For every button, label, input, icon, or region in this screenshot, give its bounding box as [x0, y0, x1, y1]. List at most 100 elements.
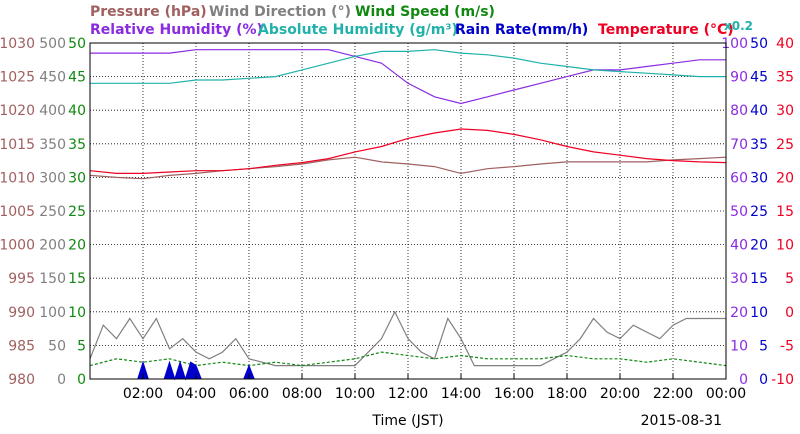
temperature-tick-label: -10	[771, 372, 794, 388]
x-tick-label: 00:00	[706, 386, 746, 402]
wind_dir-tick-label: 50	[48, 338, 66, 354]
legend-item: Temperature (°C)	[598, 22, 734, 38]
temperature-tick-label: 5	[785, 271, 794, 287]
humidity-tick-label: 80	[730, 103, 748, 119]
rain-tick-label: 20	[750, 238, 768, 254]
legend-item: Rain Rate(mm/h)	[455, 22, 588, 38]
rain-tick-label: 50	[750, 36, 768, 52]
x-tick-label: 02:00	[123, 386, 163, 402]
pressure-tick-label: 1000	[0, 238, 35, 254]
humidity-tick-label: 90	[730, 70, 748, 86]
humidity-tick-label: 40	[730, 238, 748, 254]
grid	[90, 43, 726, 379]
wind_dir-tick-label: 0	[57, 372, 66, 388]
temperature-tick-label: 40	[776, 36, 794, 52]
rain-tick-label: 35	[750, 137, 768, 153]
rain-tick-label: 15	[750, 271, 768, 287]
temperature-tick-label: 25	[776, 137, 794, 153]
x-tick-label: 06:00	[229, 386, 269, 402]
wind_speed-tick-label: 40	[68, 103, 86, 119]
legend-item: Wind Direction (°)	[209, 4, 351, 20]
series-wind-speed-m-s	[89, 351, 727, 367]
wind_dir-tick-label: 300	[39, 170, 66, 186]
series-pressure-hpa	[89, 156, 727, 180]
x-tick-label: 22:00	[653, 386, 693, 402]
wind_dir-tick-label: 350	[39, 137, 66, 153]
humidity-tick-label: 50	[730, 204, 748, 220]
rain-tick-label: 25	[750, 204, 768, 220]
temperature-tick-label: 0	[785, 305, 794, 321]
pressure-tick-label: 1005	[0, 204, 35, 220]
temperature-tick-label: 10	[776, 238, 794, 254]
x-tick-label: 20:00	[600, 386, 640, 402]
wind_speed-tick-label: 45	[68, 70, 86, 86]
humidity-tick-label: 70	[730, 137, 748, 153]
series-absolute-humidity-g-m-x0-2	[90, 49, 726, 84]
pressure-tick-label: 1015	[0, 137, 35, 153]
pressure-tick-label: 980	[8, 372, 35, 388]
series-wind-direction	[89, 310, 726, 367]
x-tick-label: 16:00	[494, 386, 534, 402]
temperature-tick-label: 35	[776, 70, 794, 86]
series-temperature-c	[89, 128, 727, 174]
wind_dir-tick-label: 200	[39, 238, 66, 254]
temperature-tick-label: 30	[776, 103, 794, 119]
wind_speed-tick-label: 30	[68, 170, 86, 186]
humidity-tick-label: 10	[730, 338, 748, 354]
rain-tick-label: 5	[759, 338, 768, 354]
left-axes: 1030102510201015101010051000995990985980…	[0, 36, 86, 388]
wind_speed-tick-label: 10	[68, 305, 86, 321]
legend-item-scale: x0.2	[724, 19, 753, 33]
rain-tick-label: 40	[750, 103, 768, 119]
x-tick-label: 04:00	[176, 386, 216, 402]
pressure-tick-label: 990	[8, 305, 35, 321]
x-tick-label: 08:00	[282, 386, 322, 402]
x-axis: 02:00 04:00 06:00 08:00 10:00 12:00 14:00 16:00…	[123, 374, 746, 402]
legend: Pressure (hPa) Wind Direction (°) Wind Spe…	[90, 4, 753, 38]
wind_speed-tick-label: 50	[68, 36, 86, 52]
pressure-tick-label: 1025	[0, 70, 35, 86]
wind_dir-tick-label: 400	[39, 103, 66, 119]
temperature-tick-label: 20	[776, 170, 794, 186]
pressure-tick-label: 1020	[0, 103, 35, 119]
humidity-tick-label: 20	[730, 305, 748, 321]
wind_speed-tick-label: 25	[68, 204, 86, 220]
x-tick-label: 12:00	[388, 386, 428, 402]
rain-tick-label: 0	[759, 372, 768, 388]
wind_dir-tick-label: 150	[39, 271, 66, 287]
humidity-tick-label: 100	[721, 36, 748, 52]
pressure-tick-label: 1030	[0, 36, 35, 52]
pressure-tick-label: 985	[8, 338, 35, 354]
x-tick-label: 10:00	[335, 386, 375, 402]
wind_speed-tick-label: 20	[68, 238, 86, 254]
pressure-tick-label: 1010	[0, 170, 35, 186]
wind_dir-tick-label: 250	[39, 204, 66, 220]
humidity-tick-label: 30	[730, 271, 748, 287]
wind_speed-tick-label: 35	[68, 137, 86, 153]
wind_dir-tick-label: 450	[39, 70, 66, 86]
wind_speed-tick-label: 5	[77, 338, 86, 354]
wind_speed-tick-label: 15	[68, 271, 86, 287]
x-tick-label: 14:00	[441, 386, 481, 402]
series-relative-humidity	[90, 49, 726, 105]
pressure-tick-label: 995	[8, 271, 35, 287]
wind_dir-tick-label: 500	[39, 36, 66, 52]
legend-item: Relative Humidity (%)	[90, 22, 263, 38]
legend-item: Absolute Humidity (g/m³)	[258, 22, 458, 38]
rain-tick-label: 10	[750, 305, 768, 321]
humidity-tick-label: 60	[730, 170, 748, 186]
x-tick-label: 18:00	[547, 386, 587, 402]
rain-tick-label: 45	[750, 70, 768, 86]
rain-tick-label: 30	[750, 170, 768, 186]
wind_speed-tick-label: 0	[77, 372, 86, 388]
legend-item: Pressure (hPa)	[90, 4, 207, 20]
date-label: 2015-08-31	[641, 413, 722, 429]
legend-item: Wind Speed (m/s)	[355, 4, 495, 20]
x-axis-label: Time (JST)	[371, 413, 443, 429]
wind_dir-tick-label: 100	[39, 305, 66, 321]
temperature-tick-label: 15	[776, 204, 794, 220]
temperature-tick-label: -5	[780, 338, 794, 354]
humidity-tick-label: 0	[739, 372, 748, 388]
right-axes: 1009080706050403020100504540353025201510…	[721, 36, 794, 388]
